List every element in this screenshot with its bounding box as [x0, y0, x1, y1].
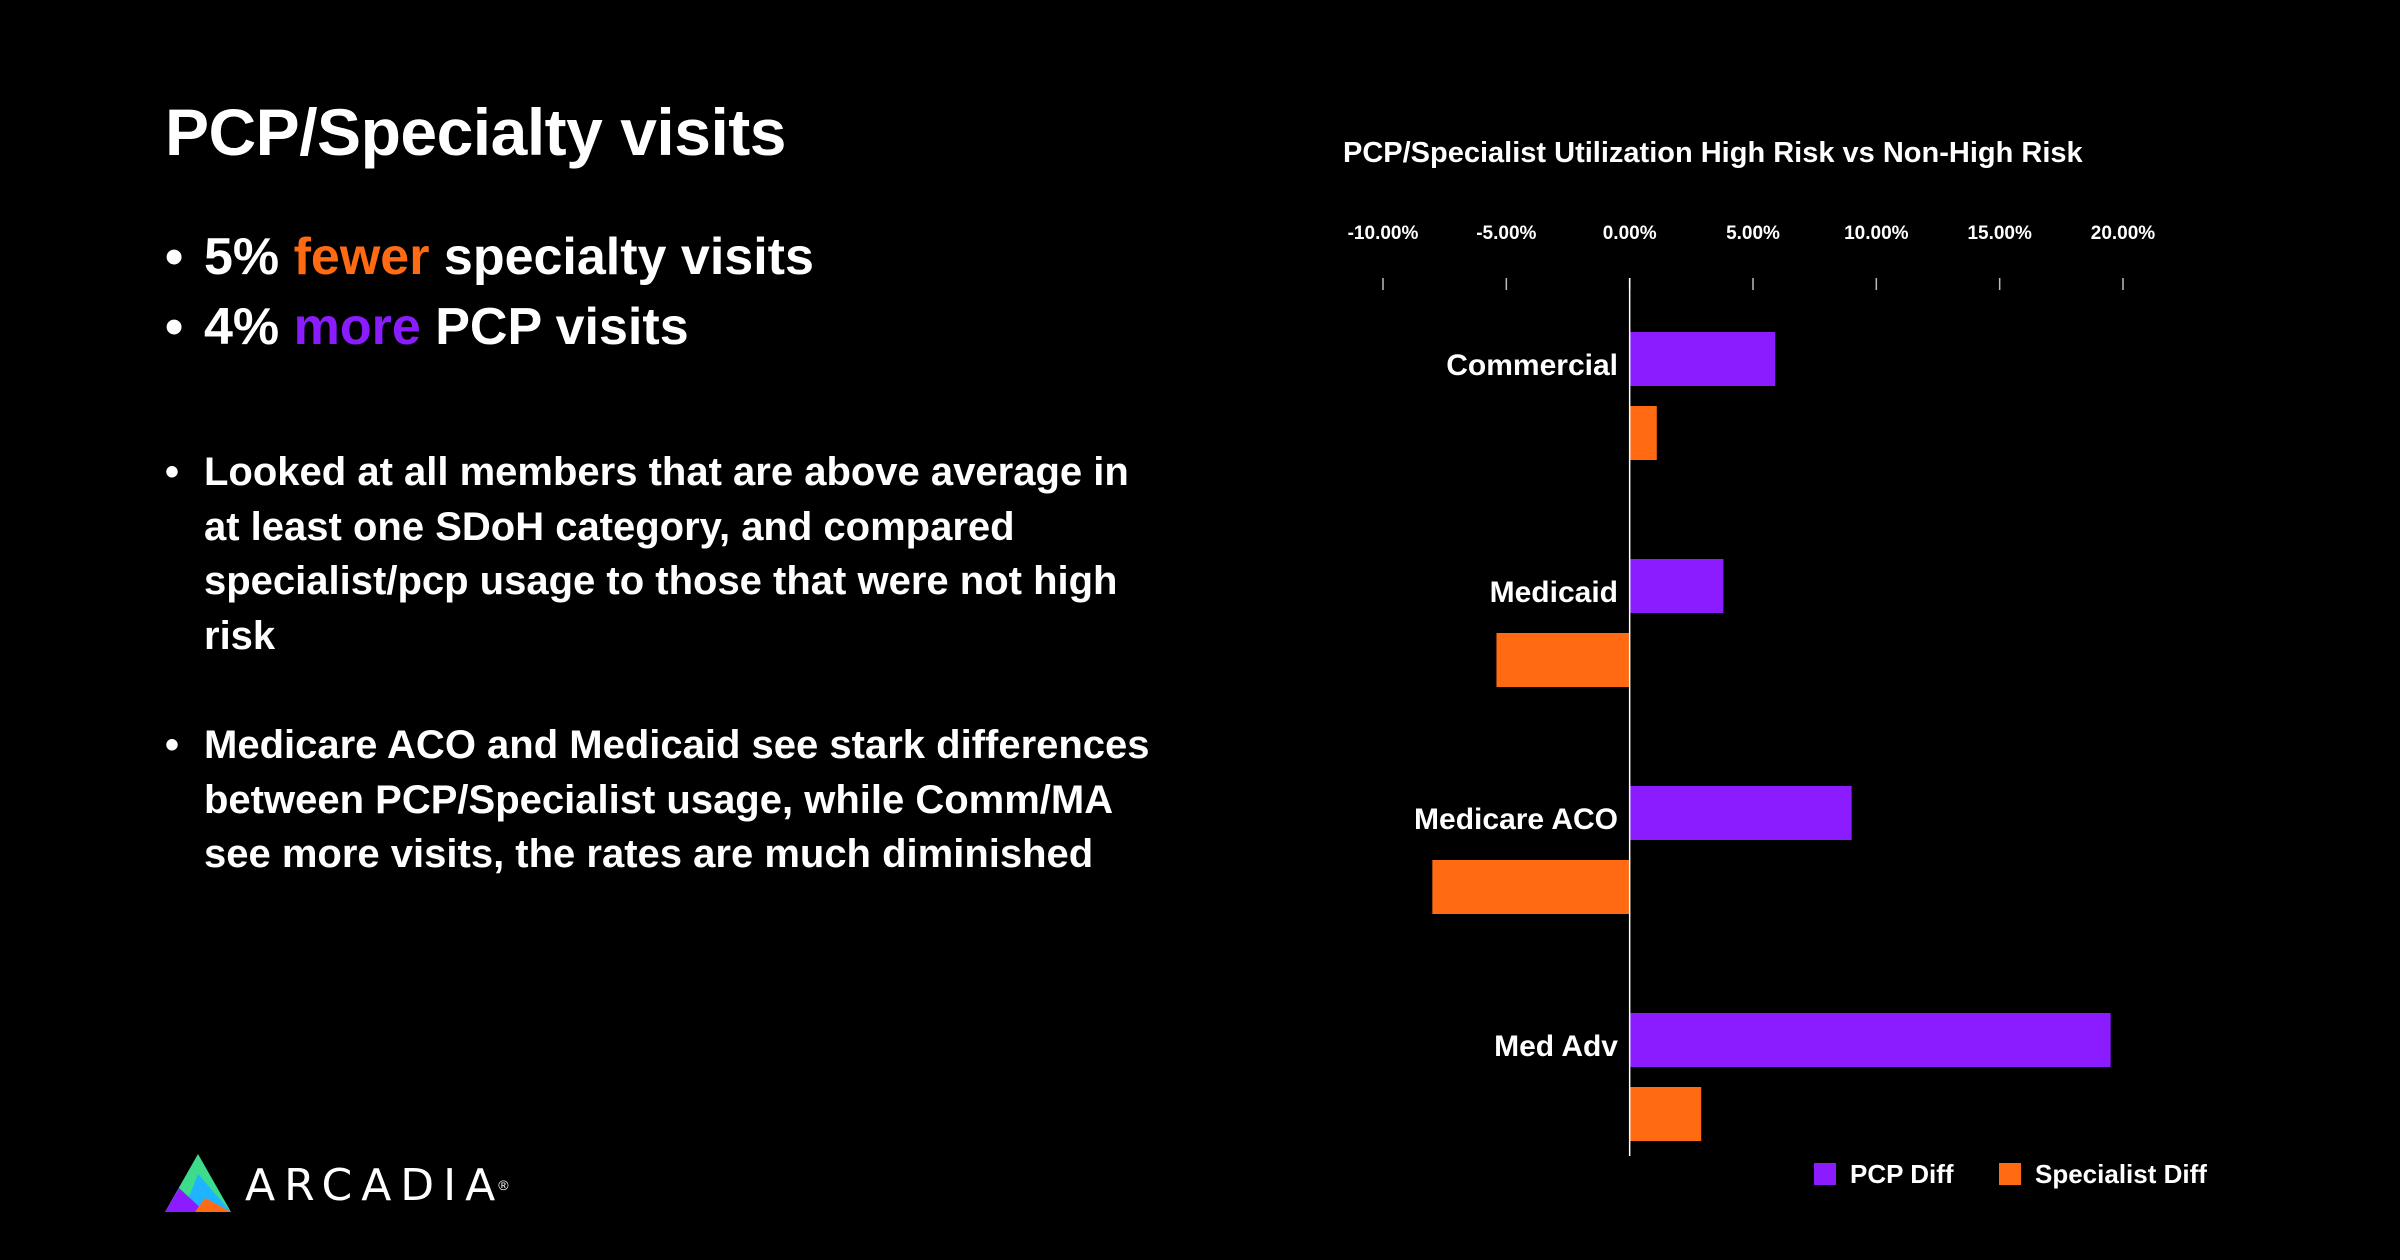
arcadia-logo-icon [165, 1154, 231, 1212]
x-tick-label: 5.00% [1726, 223, 1780, 244]
legend-swatch [1814, 1163, 1836, 1185]
utilization-chart: PCP/Specialist Utilization High Risk vs … [1300, 120, 2400, 1200]
bar-pcp-diff-med-adv [1629, 1013, 2111, 1067]
detail-text: Medicare ACO and Medicaid see stark diff… [204, 723, 1150, 876]
headline-pre: 4% [204, 298, 294, 356]
logo-registered-mark: ® [498, 1177, 509, 1193]
bullet: • [165, 228, 184, 286]
bar-specialist-diff-medicaid [1496, 633, 1630, 687]
headline-accent-more: more [293, 298, 421, 356]
headline-item-more: • 4% more PCP visits [165, 292, 1165, 362]
x-tick-label: 10.00% [1844, 223, 1909, 244]
category-label: Med Adv [1494, 1030, 1618, 1063]
x-tick-label: 0.00% [1603, 223, 1657, 244]
bullet: • [165, 723, 180, 767]
bar-pcp-diff-medicare-aco [1629, 786, 1852, 840]
bullet: • [165, 450, 180, 494]
chart-canvas: PCP/Specialist Utilization High Risk vs … [1343, 137, 2207, 1189]
bullet: • [165, 298, 184, 356]
headline-item-fewer: • 5% fewer specialty visits [165, 222, 1165, 292]
headline-pre: 5% [204, 228, 294, 286]
bar-pcp-diff-medicaid [1629, 559, 1724, 613]
x-tick-label: -5.00% [1476, 223, 1536, 244]
detail-item-methodology: • Looked at all members that are above a… [165, 445, 1165, 663]
category-labels: Commercial Medicaid Medicare ACO Med Adv [1414, 349, 1618, 1063]
slide-title: PCP/Specialty visits [165, 95, 786, 169]
headline-post: PCP visits [420, 298, 689, 356]
category-label: Medicaid [1490, 576, 1618, 609]
chart-legend: PCP Diff Specialist Diff [1814, 1159, 2207, 1189]
legend-swatch [1999, 1163, 2021, 1185]
detail-text: Looked at all members that are above ave… [204, 450, 1129, 658]
category-label: Commercial [1446, 349, 1618, 382]
detail-list: • Looked at all members that are above a… [165, 445, 1165, 937]
detail-item-findings: • Medicare ACO and Medicaid see stark di… [165, 718, 1165, 882]
bars [1432, 332, 2111, 1141]
logo-wordmark: ARCADIA [245, 1159, 505, 1211]
bar-specialist-diff-commercial [1629, 406, 1657, 460]
arcadia-logo: ARCADIA ® [165, 1150, 509, 1220]
headline-accent-fewer: fewer [293, 228, 430, 286]
headline-list: • 5% fewer specialty visits • 4% more PC… [165, 222, 1165, 362]
chart-title: PCP/Specialist Utilization High Risk vs … [1343, 137, 2083, 169]
x-tick-label: 20.00% [2091, 223, 2156, 244]
legend-label: Specialist Diff [2035, 1159, 2207, 1189]
legend-label: PCP Diff [1850, 1159, 1954, 1189]
bar-specialist-diff-medicare-aco [1432, 860, 1630, 914]
x-tick-label: -10.00% [1348, 223, 1419, 244]
category-label: Medicare ACO [1414, 803, 1618, 836]
bar-pcp-diff-commercial [1629, 332, 1776, 386]
x-tick-label: 15.00% [1967, 223, 2032, 244]
headline-post: specialty visits [429, 228, 814, 286]
bar-specialist-diff-med-adv [1629, 1087, 1702, 1141]
x-axis-ticks: -10.00% -5.00% 0.00% 5.00% 10.00% 15.00% 20.00… [1348, 223, 2156, 290]
